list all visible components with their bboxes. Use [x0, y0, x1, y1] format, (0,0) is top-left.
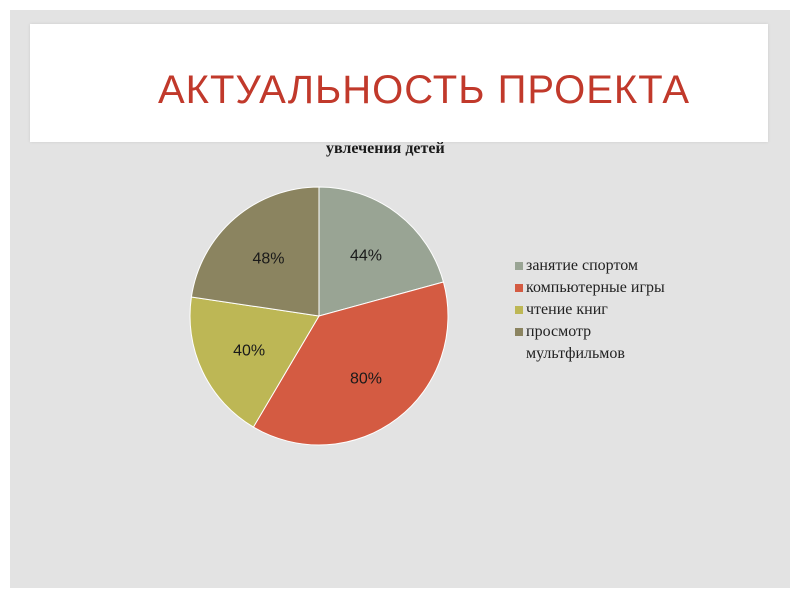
chart-legend: занятие спортом компьютерные игры чтение к… — [515, 255, 685, 365]
pie-slice-sport — [318, 186, 445, 317]
pie-label-computer-games: 80% — [350, 371, 382, 388]
pie-label-reading: 40% — [233, 342, 265, 359]
legend-label-cartoons: просмотр мультфильмов — [526, 323, 625, 362]
pie-slice-computer-games — [252, 281, 449, 446]
pie-chart: 44% 80% 40% 48% — [189, 186, 449, 446]
legend-label-computer-games: компьютерные игры — [526, 279, 665, 296]
slide-title: АКТУАЛЬНОСТЬ ПРОЕКТА — [158, 68, 690, 112]
pie-label-sport: 44% — [350, 247, 382, 264]
legend-item-computer-games: компьютерные игры — [515, 277, 685, 299]
legend-label-sport: занятие спортом — [526, 257, 639, 274]
slide: АКТУАЛЬНОСТЬ ПРОЕКТА увлечения детей 44%… — [10, 10, 790, 588]
title-band: АКТУАЛЬНОСТЬ ПРОЕКТА — [30, 24, 768, 142]
legend-item-cartoons: просмотр мультфильмов — [515, 321, 685, 365]
legend-item-reading: чтение книг — [515, 299, 685, 321]
legend-swatch-computer-games — [515, 284, 523, 292]
legend-swatch-sport — [515, 262, 523, 270]
legend-swatch-cartoons — [515, 328, 523, 336]
legend-item-sport: занятие спортом — [515, 255, 685, 277]
legend-swatch-reading — [515, 306, 523, 314]
pie-label-cartoons: 48% — [252, 250, 284, 267]
pie-slice-cartoons — [190, 186, 320, 317]
chart-title: увлечения детей — [326, 140, 445, 157]
pie-slice-reading — [189, 296, 320, 428]
legend-label-reading: чтение книг — [526, 301, 608, 318]
